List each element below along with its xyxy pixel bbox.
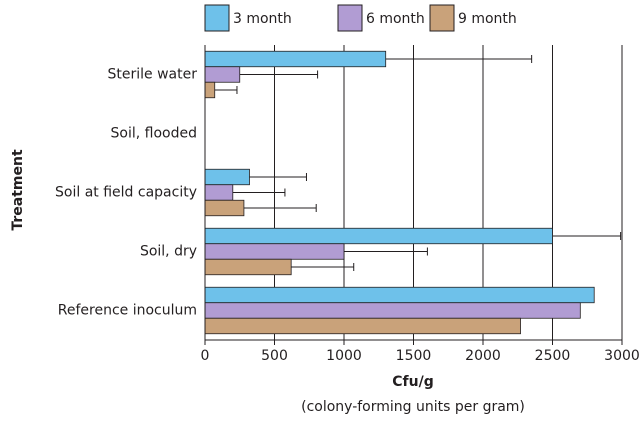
x-tick-label: 1500: [396, 348, 432, 364]
bar: [204, 286, 595, 304]
error-bar: [232, 188, 286, 197]
x-axis-label: Cfu/g: [392, 374, 433, 390]
legend-swatch: [204, 4, 230, 32]
legend-swatch: [429, 4, 455, 32]
error-bar: [249, 173, 307, 181]
legend-label: 3 month: [233, 11, 292, 27]
legend-swatch: [337, 4, 363, 32]
legend-label: 6 month: [366, 11, 425, 27]
error-bar: [239, 70, 319, 79]
y-axis-label: Treatment: [10, 149, 26, 231]
error-bar: [243, 204, 317, 212]
y-tick-label: Soil at field capacity: [55, 185, 197, 201]
bar: [204, 302, 581, 319]
x-tick-label: 3000: [604, 348, 640, 364]
bar: [204, 66, 241, 83]
bar: [204, 258, 292, 276]
error-bar: [344, 247, 428, 256]
y-tick-label: Sterile water: [108, 67, 198, 83]
bar: [204, 227, 553, 245]
y-tick-label: Soil, dry: [140, 244, 197, 260]
x-tick-label: 500: [261, 348, 288, 364]
y-tick-label: Soil, flooded: [111, 126, 197, 142]
error-bar: [291, 263, 355, 271]
bar: [204, 184, 234, 201]
bar: [204, 81, 216, 99]
bar: [204, 243, 345, 260]
error-bar: [385, 55, 533, 63]
x-tick-label: 2500: [535, 348, 571, 364]
error-bar: [214, 86, 238, 94]
x-axis-sublabel: (colony-forming units per gram): [301, 399, 525, 415]
error-bar: [552, 232, 622, 240]
bar: [204, 50, 387, 68]
bar: [204, 168, 250, 186]
x-tick-label: 0: [201, 348, 210, 364]
x-tick-label: 2000: [465, 348, 501, 364]
legend-label: 9 month: [458, 11, 517, 27]
bar: [204, 317, 521, 335]
x-tick-label: 1000: [326, 348, 362, 364]
y-tick-label: Reference inoculum: [58, 303, 197, 319]
bar: [204, 199, 245, 217]
